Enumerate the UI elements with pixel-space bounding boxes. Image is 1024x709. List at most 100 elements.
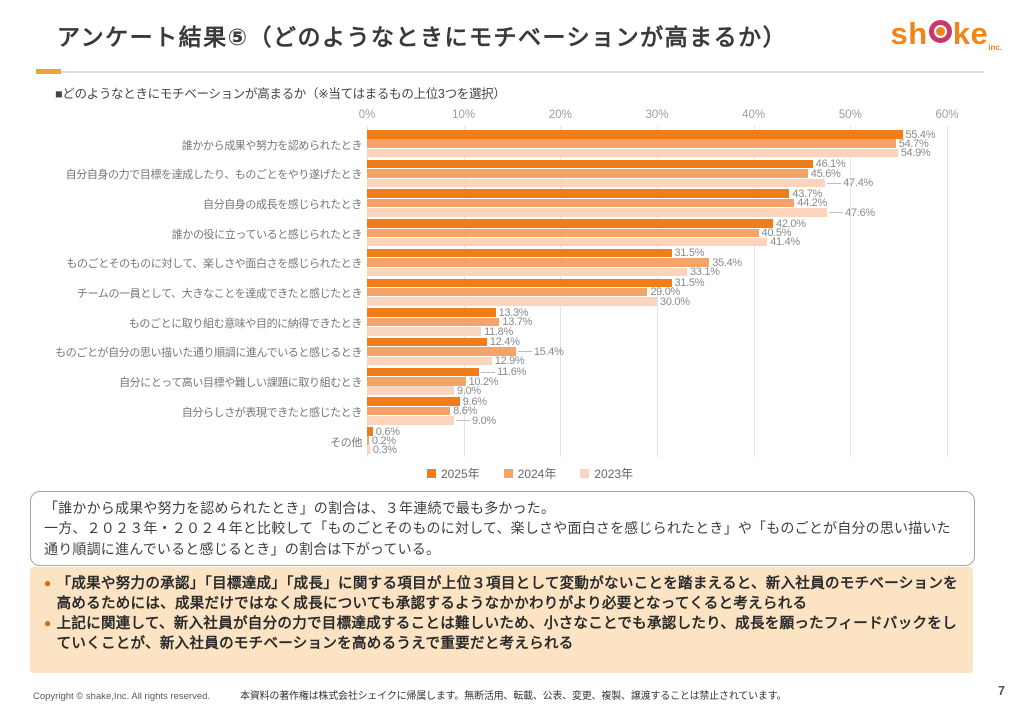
gridline xyxy=(850,126,852,457)
bar-2025年 xyxy=(367,248,672,258)
header-divider-accent xyxy=(36,69,61,74)
bar-2023年 xyxy=(367,386,454,395)
bar-value-label: 47.6% xyxy=(845,206,875,219)
x-axis-tick: 20% xyxy=(548,109,572,121)
notes-box: 「誰かから成果や努力を認められたとき」の割合は、３年連続で最も多かった。一方、２… xyxy=(30,491,975,566)
bar-value-label: 0.6% xyxy=(375,425,400,438)
bar-value-label: 54.9% xyxy=(900,147,931,160)
footer: Copyright © shake,Inc. All rights reserv… xyxy=(33,687,787,702)
page-title: アンケート結果⑤（どのようなときにモチベーションが高まるか） xyxy=(57,24,788,50)
bar-2024年 xyxy=(367,258,710,267)
legend-label: 2024年 xyxy=(517,467,557,481)
legend-swatch-icon xyxy=(580,469,590,478)
label-leader-line xyxy=(517,351,532,353)
bar-value-label: 0.3% xyxy=(372,444,397,457)
bar-value-label: 43.7% xyxy=(792,187,823,200)
bar-value-label: 47.4% xyxy=(843,177,873,189)
bar-value-label: 55.4% xyxy=(905,128,936,141)
bar-2025年 xyxy=(367,130,903,139)
bar-value-label: 31.5% xyxy=(674,247,705,260)
bar-2024年 xyxy=(367,169,808,178)
bar-value-label: 13.7% xyxy=(502,316,533,329)
legend-swatch-icon xyxy=(503,469,513,478)
bar-2024年 xyxy=(367,287,648,297)
bar-2024年 xyxy=(367,406,451,416)
bar-2025年 xyxy=(367,308,496,317)
legend-item-2025年: 2025年 xyxy=(426,465,480,482)
gridline xyxy=(463,126,465,457)
category-label: 自分にとって高い目標や難しい課題に取り組むとき xyxy=(119,377,362,390)
bar-value-label: 11.6% xyxy=(497,366,526,379)
bar-value-label: 54.7% xyxy=(898,137,929,150)
category-label: ものごとそのものに対して、楽しさや面白さを感じられたとき xyxy=(66,258,362,271)
label-leader-line xyxy=(827,182,842,184)
gridline xyxy=(753,126,755,457)
footer-notice: 本資料の著作権は株式会社シェイクに帰属します。無断活用、転載、公表、変更、複製、… xyxy=(240,691,787,702)
bar-value-label: 9.0% xyxy=(457,384,481,397)
bar-value-label: 0.2% xyxy=(371,434,396,447)
notes-line: 「誰かから成果や努力を認められたとき」の割合は、３年連続で最も多かった。 xyxy=(44,500,556,516)
category-label: 誰かから成果や努力を認められたとき xyxy=(181,139,363,152)
bar-value-label: 45.6% xyxy=(810,167,841,180)
bar-2023年 xyxy=(367,297,657,306)
bar-value-label: 12.9% xyxy=(494,355,525,368)
label-leader-line xyxy=(481,371,496,373)
bullet-text: 「成果や努力の承認」「目標達成」「成長」に関する項目が上位３項目として変動がない… xyxy=(56,576,958,612)
legend-item-2024年: 2024年 xyxy=(503,465,557,482)
bar-value-label: 40.5% xyxy=(761,227,792,239)
bar-2025年 xyxy=(367,159,813,169)
notes-line: 一方、２０２３年・２０２４年と比較して「ものごとそのものに対して、楽しさや面白さ… xyxy=(44,520,951,557)
bar-2024年 xyxy=(367,347,516,356)
bar-value-label: 30.0% xyxy=(660,295,690,308)
bar-2023年 xyxy=(367,416,454,425)
bar-2025年 xyxy=(367,427,373,436)
bar-2025年 xyxy=(367,397,460,406)
category-label: チームの一員として、大きなことを達成できたと感じたとき xyxy=(77,288,362,300)
bar-value-label: 42.0% xyxy=(776,217,806,230)
bar-2023年 xyxy=(367,178,826,188)
bar-2024年 xyxy=(367,317,500,327)
legend-swatch-icon xyxy=(426,469,436,478)
footer-copyright: Copyright © shake,Inc. All rights reserv… xyxy=(33,691,211,702)
bar-2025年 xyxy=(367,219,773,228)
x-axis-tick: 0% xyxy=(358,109,376,121)
shake-logo: sh keinc. xyxy=(891,16,1002,52)
bar-value-label: 8.6% xyxy=(453,405,477,418)
gridline xyxy=(657,126,658,457)
summary-box: ● 「成果や努力の承認」「目標達成」「成長」に関する項目が上位３項目として変動がな… xyxy=(30,567,973,673)
bar-value-label: 9.6% xyxy=(462,395,487,408)
bar-2023年 xyxy=(367,267,687,277)
bar-2024年 xyxy=(367,198,795,208)
bar-2023年 xyxy=(367,327,482,336)
bar-2023年 xyxy=(367,445,370,455)
x-axis-tick: 50% xyxy=(838,109,862,121)
logo-a-dot-icon xyxy=(935,27,945,36)
label-leader-line xyxy=(829,212,844,214)
x-axis-tick: 60% xyxy=(935,109,959,121)
chart-legend: 2025年 2024年 2023年 xyxy=(190,465,870,482)
legend-item-2023年: 2023年 xyxy=(580,465,633,482)
category-label: その他 xyxy=(330,436,362,449)
bar-value-label: 9.0% xyxy=(472,414,496,427)
bar-value-label: 10.2% xyxy=(468,375,499,388)
bar-2023年 xyxy=(367,237,768,247)
logo-a-icon xyxy=(928,20,952,43)
bar-value-label: 46.1% xyxy=(815,158,846,171)
bar-value-label: 15.4% xyxy=(533,345,564,358)
x-axis-tick: 10% xyxy=(452,109,476,121)
logo-text-sh: sh xyxy=(890,16,928,51)
bar-2024年 xyxy=(367,436,369,445)
x-axis-tick: 30% xyxy=(645,109,669,121)
legend-label: 2025年 xyxy=(440,467,480,481)
bar-2025年 xyxy=(367,189,790,198)
bar-value-label: 29.0% xyxy=(650,286,681,299)
category-label: 自分自身の成長を感じられたとき xyxy=(203,198,362,211)
bar-2024年 xyxy=(367,139,896,148)
bar-value-label: 31.5% xyxy=(674,277,705,289)
bullet-icon: ● xyxy=(44,576,52,590)
bar-2023年 xyxy=(367,356,492,366)
header-divider-line xyxy=(36,71,984,73)
gridline xyxy=(947,126,948,457)
summary-bullet: ● 上記に関連して、新入社員が自分の力で目標達成することは難しいため、小さなことで… xyxy=(44,614,959,654)
bar-2024年 xyxy=(367,377,466,386)
